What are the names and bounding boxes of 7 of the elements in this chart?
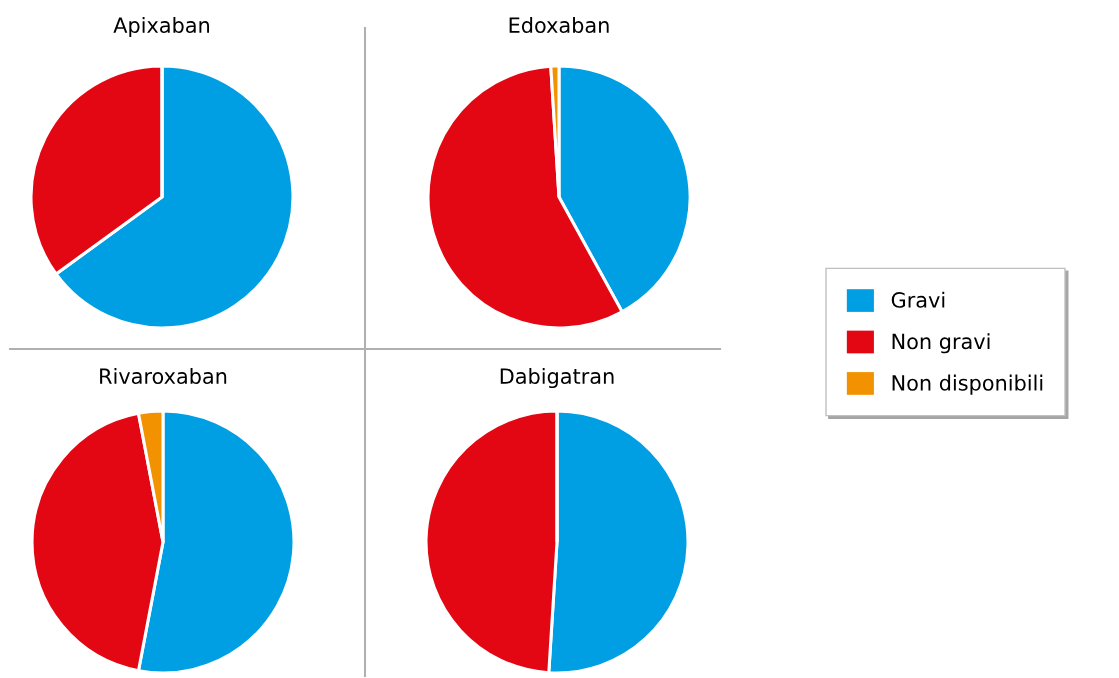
chart-title: Dabigatran — [500, 367, 614, 389]
chart-title: Apixaban — [113, 16, 210, 38]
legend-label: Non disponibili — [892, 374, 1043, 395]
legend-label: Non gravi — [892, 333, 990, 354]
chart-title: Rivaroxaban — [100, 367, 227, 385]
chart-title: Edoxaban — [509, 16, 609, 34]
legend-label: Gravi — [891, 291, 945, 308]
